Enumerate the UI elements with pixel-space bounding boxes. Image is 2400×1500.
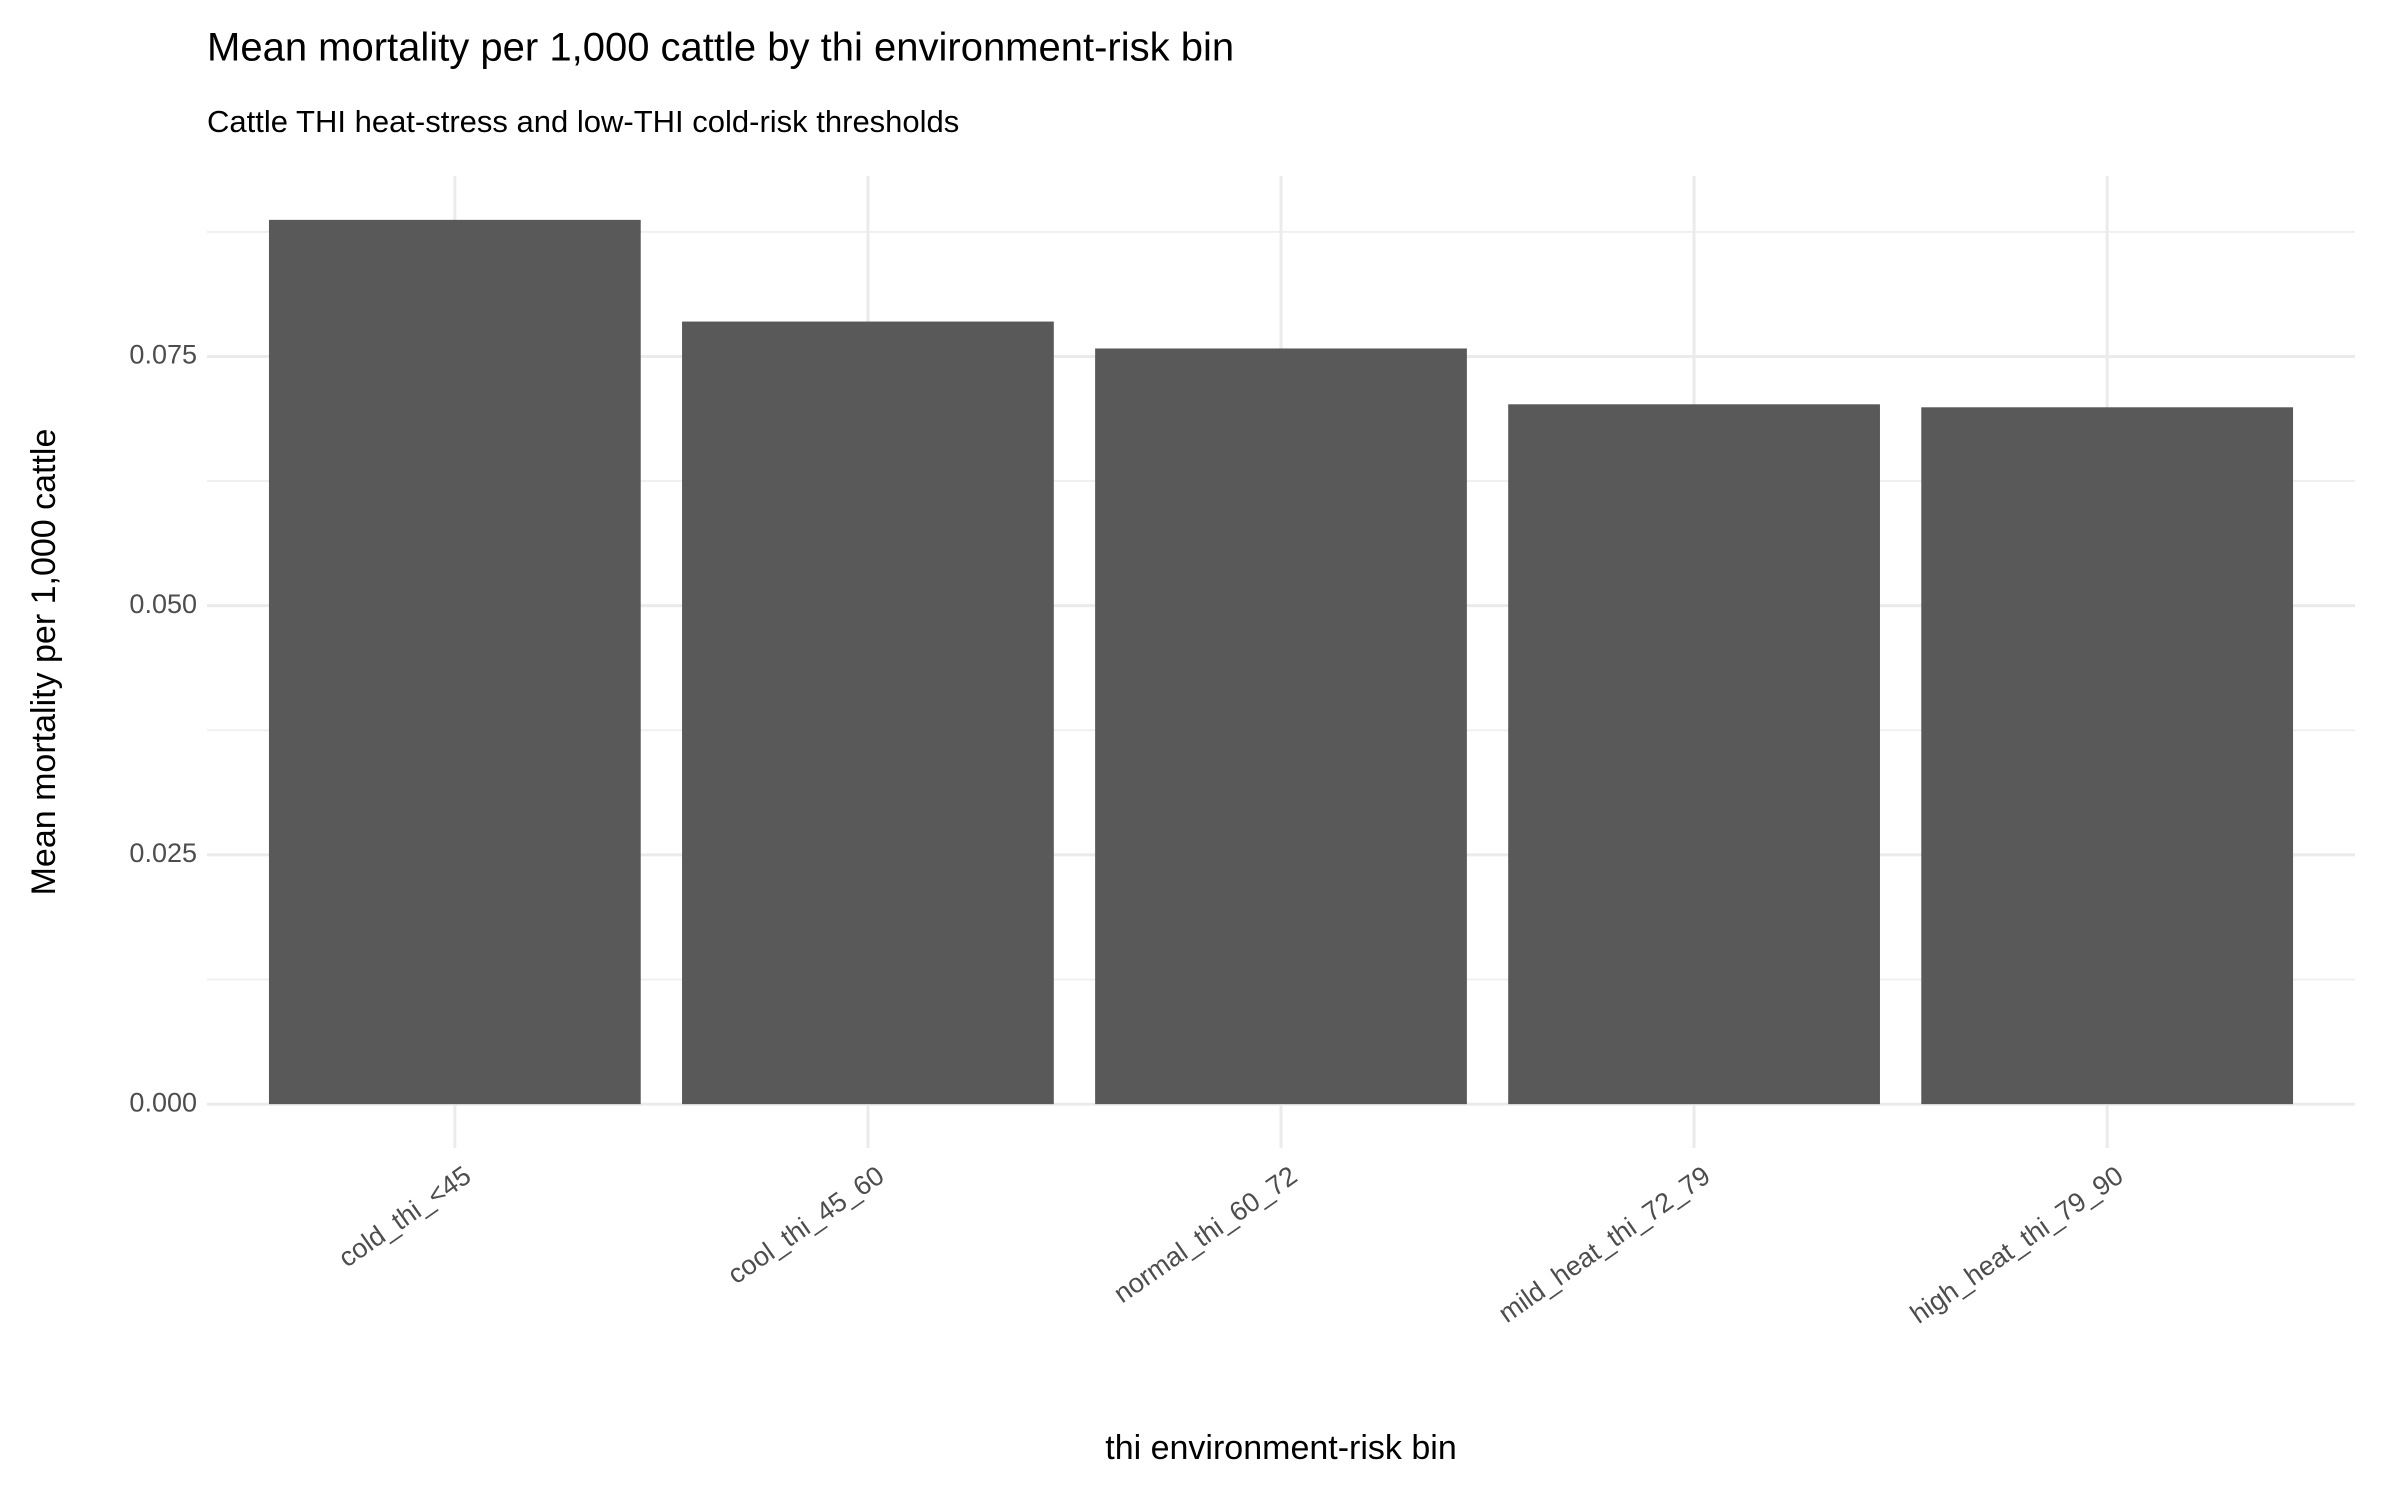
chart-subtitle: Cattle THI heat-stress and low-THI cold-… [207, 104, 959, 139]
bar [1095, 348, 1467, 1105]
x-tick-label: high_heat_thi_79_90 [1905, 1160, 2129, 1329]
x-tick-label: cold_thi_<45 [333, 1160, 476, 1273]
y-axis-title: Mean mortality per 1,000 cattle [25, 429, 63, 896]
bar [268, 219, 641, 1105]
chart-title: Mean mortality per 1,000 cattle by thi e… [207, 26, 1234, 70]
x-axis-title: thi environment-risk bin [1105, 1429, 1456, 1467]
y-tick-label: 0.075 [129, 340, 197, 370]
bar [1508, 404, 1880, 1105]
y-tick-label: 0.000 [129, 1087, 197, 1117]
x-tick-label: normal_thi_60_72 [1108, 1160, 1302, 1309]
bar [682, 321, 1054, 1105]
x-tick-label: cool_thi_45_60 [722, 1160, 889, 1290]
bar [1921, 407, 2294, 1105]
y-tick-label: 0.025 [129, 838, 197, 868]
x-tick-label: mild_heat_thi_72_79 [1493, 1160, 1716, 1328]
y-tick-label: 0.050 [129, 589, 197, 619]
